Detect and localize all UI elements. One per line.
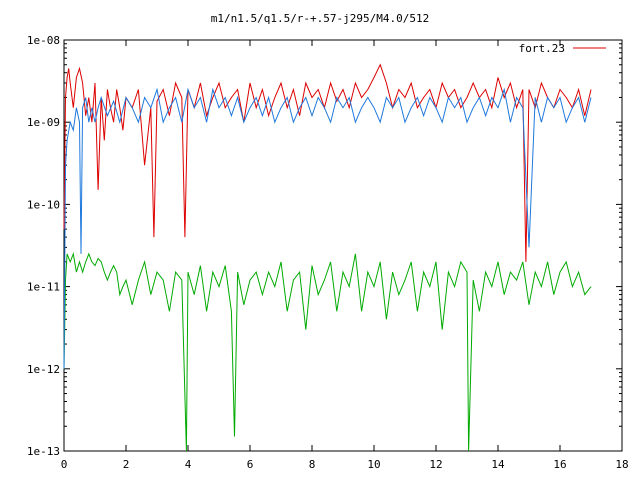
x-tick-label: 16 bbox=[553, 458, 566, 471]
legend: fort.23 bbox=[519, 42, 606, 55]
x-tick-label: 4 bbox=[185, 458, 192, 471]
legend-label: fort.23 bbox=[519, 42, 565, 55]
x-tick-label: 10 bbox=[367, 458, 380, 471]
y-tick-label: 1e-12 bbox=[27, 363, 60, 376]
x-tick-label: 6 bbox=[247, 458, 254, 471]
y-tick-label: 1e-13 bbox=[27, 445, 60, 458]
x-tick-label: 8 bbox=[309, 458, 316, 471]
y-tick-label: 1e-09 bbox=[27, 116, 60, 129]
x-tick-label: 14 bbox=[491, 458, 505, 471]
series-line-2 bbox=[63, 87, 592, 369]
y-axis: 1e-08 1e-09 1e-10 1e-11 1e-12 1e-13 bbox=[27, 34, 622, 458]
x-tick-label: 12 bbox=[429, 458, 442, 471]
plot-frame bbox=[63, 39, 623, 452]
y-tick-label: 1e-10 bbox=[27, 198, 60, 211]
x-tick-label: 2 bbox=[123, 458, 130, 471]
y-tick-label: 1e-08 bbox=[27, 34, 60, 47]
series-line-1 bbox=[63, 63, 592, 262]
x-tick-label: 0 bbox=[61, 458, 68, 471]
x-tick-label: 18 bbox=[615, 458, 628, 471]
series-layer bbox=[63, 63, 592, 452]
x-axis: 0 2 4 6 8 10 12 14 16 18 bbox=[61, 40, 629, 471]
chart-title: m1/n1.5/q1.5/r-+.57-j295/M4.0/512 bbox=[211, 12, 430, 25]
y-tick-label: 1e-11 bbox=[27, 281, 60, 294]
series-line-3 bbox=[63, 252, 592, 452]
